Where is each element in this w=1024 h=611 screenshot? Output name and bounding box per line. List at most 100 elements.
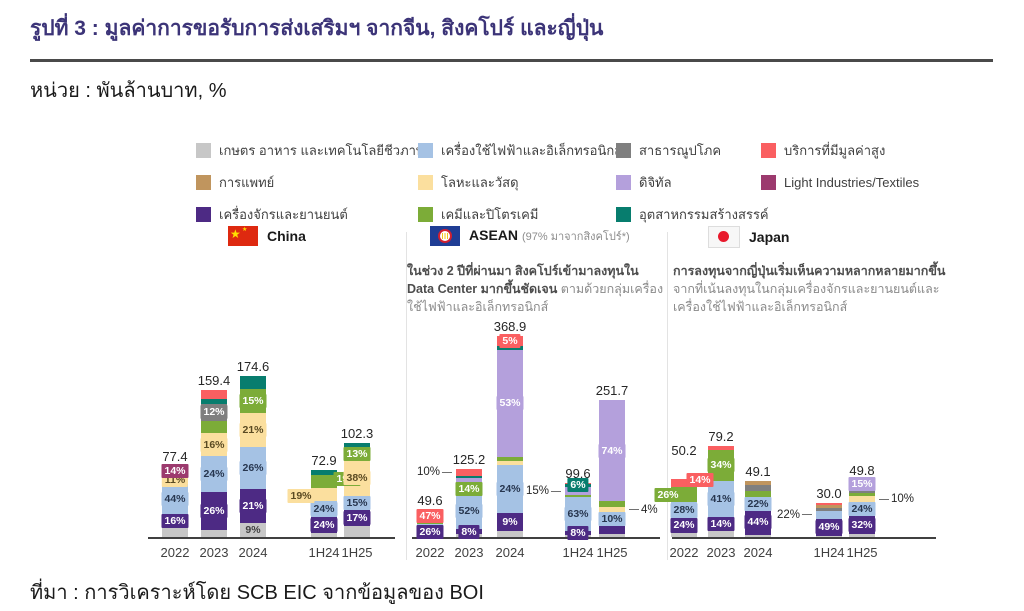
page-title: รูปที่ 3 : มูลค่าการขอรับการส่งเสริมฯ จา… (30, 17, 604, 40)
segment-agri (599, 534, 625, 537)
segment-agri (344, 525, 370, 537)
segment-value-label: 21% (239, 498, 267, 513)
legend-label-medical: การแพทย์ (219, 175, 275, 190)
legend-item-agri: เกษตร อาหาร และเทคโนโลยีชีวภาพ (196, 140, 425, 161)
segment-metals (599, 506, 625, 513)
legend-item-metals: โลหะและวัสดุ (418, 172, 616, 193)
segment-value-label: 28% (670, 503, 698, 518)
asean-flag-icon (430, 226, 460, 246)
bar-total-label: 125.2 (452, 451, 486, 467)
segment-agri (671, 532, 697, 537)
legend-item-creative: อุตสาหกรรมสร้างสรรค์ (616, 204, 769, 225)
segment-value-label: 24% (670, 518, 698, 533)
segment-value-label: 32% (848, 517, 876, 532)
segment-value-label: 63% (564, 506, 592, 521)
bar-total-label: 30.0 (816, 485, 842, 501)
legend-label-utilities: สาธารณูปโภค (639, 143, 722, 158)
x-axis-tick-label: 2023 (199, 545, 229, 560)
segment-value-label: 41% (707, 492, 735, 507)
segment-value-label: 34% (707, 458, 735, 473)
segment-callout-label: 10% (417, 466, 454, 478)
bar-asean-2024 (497, 335, 523, 537)
segment-value-label: 26% (416, 525, 444, 540)
callout-value: 22% (776, 508, 800, 521)
segment-value-label: 26% (239, 460, 267, 475)
callout-line (802, 514, 812, 516)
bar-total-label: 77.4 (162, 448, 188, 464)
segment-value-label: 74% (598, 443, 626, 458)
segment-chem (311, 475, 337, 489)
segment-value-label: 15% (343, 495, 371, 510)
legend-label-electronics: เครื่องใช้ไฟฟ้าและอิเล็กทรอนิกส์ (441, 143, 623, 158)
segment-chem (745, 490, 771, 498)
callout-value: 10% (891, 493, 915, 506)
segment-metals (497, 460, 523, 465)
segment-value-label: 12% (200, 405, 228, 420)
segment-value-label: 26% (654, 487, 682, 502)
segment-value-label: 14% (686, 473, 714, 488)
segment-value-label: 21% (239, 423, 267, 438)
segment-value-label: 14% (161, 463, 189, 478)
unit-label: หน่วย : พันล้านบาท, % (30, 80, 227, 102)
segment-value-label: 15% (848, 476, 876, 492)
bar-total-label: 50.2 (671, 443, 697, 459)
header-japan-label: Japan (749, 229, 790, 245)
utilities-swatch-icon (616, 143, 631, 158)
segment-chem (497, 456, 523, 461)
legend-item-machinery: เครื่องจักรและยานยนต์ (196, 204, 418, 225)
segment-value-label: 5% (499, 333, 521, 348)
legend-item-electronics: เครื่องใช้ไฟฟ้าและอิเล็กทรอนิกส์ (418, 140, 622, 161)
segment-creative (497, 346, 523, 351)
segment-metals (311, 488, 337, 501)
bar-total-label: 49.6 (417, 492, 443, 508)
segment-callout-label: 10% (877, 493, 914, 505)
segment-utilities (816, 507, 842, 512)
segment-value-label: 47% (416, 509, 444, 524)
x-axis-tick-label: 2024 (743, 545, 773, 560)
segment-value-label: 17% (343, 510, 371, 525)
segment-value-label: 24% (200, 466, 228, 481)
segment-chem (201, 421, 227, 433)
segment-agri (708, 530, 734, 537)
segment-value-label: 44% (161, 492, 189, 507)
annotation-japan: การลงทุนจากญี่ปุ่นเริ่มเห็นความหลากหลายม… (673, 264, 946, 315)
segment-utilities (745, 485, 771, 491)
segment-creative (456, 475, 482, 479)
segment-chem (417, 522, 443, 525)
x-axis-tick-label: 1H25 (596, 545, 628, 560)
medical-swatch-icon (196, 175, 211, 190)
segment-agri (816, 535, 842, 537)
segment-machinery (599, 526, 625, 535)
segment-value-label: 19% (287, 489, 315, 504)
bar-total-label: 102.3 (340, 425, 374, 441)
segment-creative (311, 469, 337, 476)
segment-chem (599, 501, 625, 507)
segment-value-label: 8% (567, 526, 589, 541)
segment-agri (201, 529, 227, 537)
header-china: ★ ★ China (228, 226, 306, 246)
source-label: ที่มา : การวิเคราะห์โดย SCB EIC จากข้อมู… (30, 582, 484, 604)
segment-value-label: 24% (496, 481, 524, 496)
segment-agri (849, 534, 875, 537)
bar-total-label: 49.1 (745, 463, 771, 479)
metals-swatch-icon (418, 175, 433, 190)
segment-services (456, 468, 482, 476)
bar-total-label: 72.9 (311, 452, 337, 468)
legend-label-chem: เคมีและปิโตรเคมี (441, 207, 539, 222)
legend-item-services: บริการที่มีมูลค่าสูง (761, 140, 919, 161)
callout-value: 15% (525, 485, 549, 498)
x-axis-tick-label: 2022 (415, 545, 445, 560)
header-asean-label: ASEAN (97% มาจากสิงคโปร์*) (469, 227, 630, 243)
header-asean: ASEAN (97% มาจากสิงคโปร์*) (430, 226, 630, 246)
callout-value: 4% (641, 503, 658, 516)
legend-item-medical: การแพทย์ (196, 172, 418, 193)
bar-total-label: 79.2 (708, 428, 734, 444)
segment-value-label: 13% (343, 446, 371, 461)
segment-services (201, 390, 227, 400)
segment-callout-label: 15% (526, 485, 563, 497)
legend-label-services: บริการที่มีมูลค่าสูง (784, 143, 886, 158)
segment-value-label: 49% (815, 520, 843, 535)
segment-value-label: 14% (455, 481, 483, 496)
segment-services (671, 479, 697, 488)
